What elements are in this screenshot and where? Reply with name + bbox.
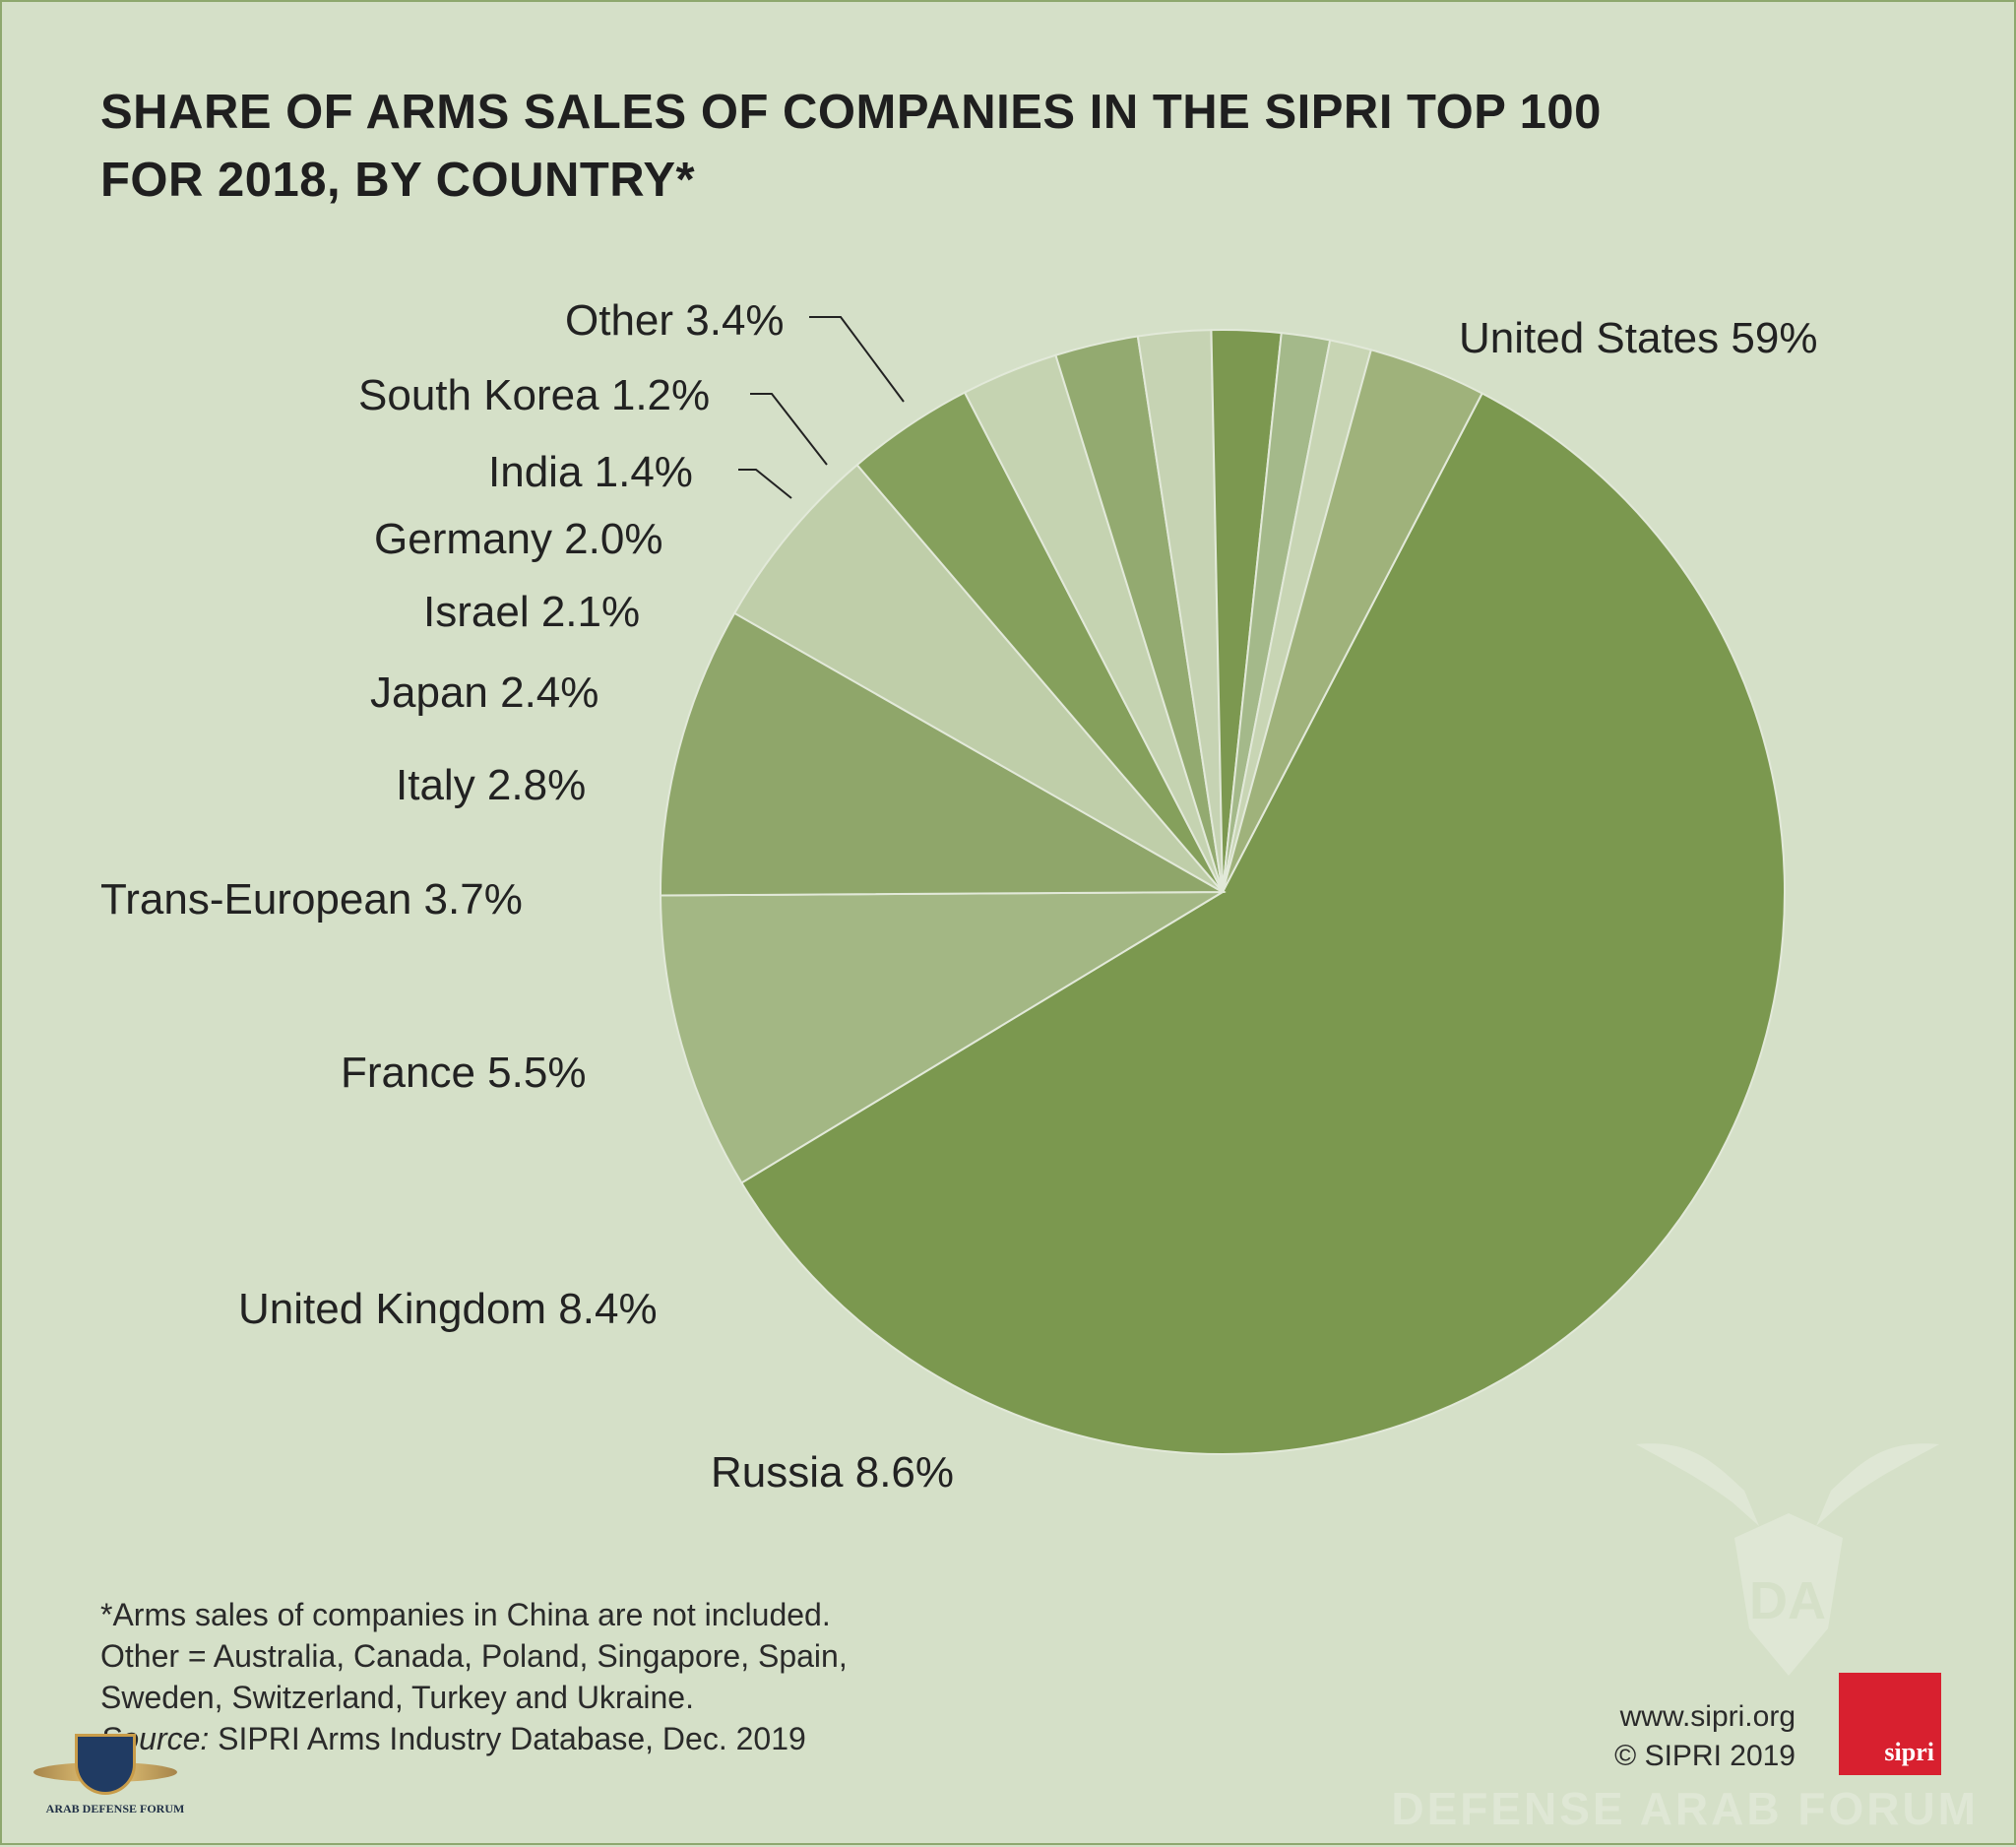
pie-label-italy: Italy 2.8% bbox=[396, 761, 586, 809]
watermark-text: DEFENSE ARAB FORUM bbox=[1391, 1783, 1979, 1834]
pie-label-trans-european: Trans-European 3.7% bbox=[100, 875, 523, 924]
pie-label-israel: Israel 2.1% bbox=[423, 588, 640, 636]
pie-slice-france bbox=[732, 463, 1224, 893]
leader-line-india bbox=[738, 469, 792, 499]
pie-slice-other bbox=[1222, 349, 1484, 893]
website-text: www.sipri.org bbox=[1619, 1700, 1796, 1733]
sipri-logo: sipri bbox=[1839, 1673, 1941, 1775]
pie-labels: United States 59% Russia 8.6% United Kingd… bbox=[100, 296, 1817, 1497]
forum-shield-icon bbox=[78, 1737, 133, 1792]
forum-badge-text: ARAB DEFENSE FORUM bbox=[45, 1802, 185, 1815]
watermark-emblem: DA bbox=[1636, 1443, 1939, 1676]
pie-label-germany: Germany 2.0% bbox=[374, 515, 662, 563]
pie-label-united-kingdom: United Kingdom 8.4% bbox=[238, 1285, 658, 1333]
footnote-exclusion: *Arms sales of companies in China are no… bbox=[100, 1597, 831, 1632]
pie-slice-united-states bbox=[739, 392, 1786, 1455]
footnote-other-definition-line-2: Sweden, Switzerland, Turkey and Ukraine. bbox=[100, 1680, 694, 1715]
source-note: Source: SIPRI Arms Industry Database, De… bbox=[100, 1718, 986, 1759]
chart-title-line-2: FOR 2018, BY COUNTRY* bbox=[100, 154, 696, 207]
pie-label-south-korea: South Korea 1.2% bbox=[358, 371, 710, 419]
copyright-text: © SIPRI 2019 bbox=[1614, 1740, 1796, 1772]
source-text: SIPRI Arms Industry Database, Dec. 2019 bbox=[209, 1721, 806, 1756]
leader-line-other bbox=[809, 316, 905, 403]
footnote-other-definition-line-1: Other = Australia, Canada, Poland, Singa… bbox=[100, 1638, 848, 1674]
pie-slice-united-kingdom bbox=[660, 611, 1227, 897]
footnotes: *Arms sales of companies in China are no… bbox=[100, 1594, 986, 1759]
pie-label-japan: Japan 2.4% bbox=[370, 669, 598, 717]
leader-line-south-korea bbox=[750, 393, 828, 466]
pie-label-india: India 1.4% bbox=[488, 448, 693, 496]
pie-label-other: Other 3.4% bbox=[565, 296, 785, 345]
pie-label-united-states: United States 59% bbox=[1459, 314, 1817, 362]
forum-badge: ARAB DEFENSE FORUM bbox=[22, 1727, 189, 1837]
site-credit: www.sipri.org © SIPRI 2019 bbox=[1614, 1697, 1796, 1776]
pie-slices bbox=[660, 329, 1786, 1455]
svg-text:DA: DA bbox=[1749, 1571, 1826, 1630]
pie-label-france: France 5.5% bbox=[341, 1049, 586, 1097]
chart-title-line-1: SHARE OF ARMS SALES OF COMPANIES IN THE … bbox=[100, 86, 1602, 139]
pie-label-russia: Russia 8.6% bbox=[711, 1448, 954, 1497]
chart-title: SHARE OF ARMS SALES OF COMPANIES IN THE … bbox=[100, 79, 1823, 215]
leader-lines bbox=[738, 316, 905, 499]
pie-slice-russia bbox=[660, 890, 1227, 1184]
